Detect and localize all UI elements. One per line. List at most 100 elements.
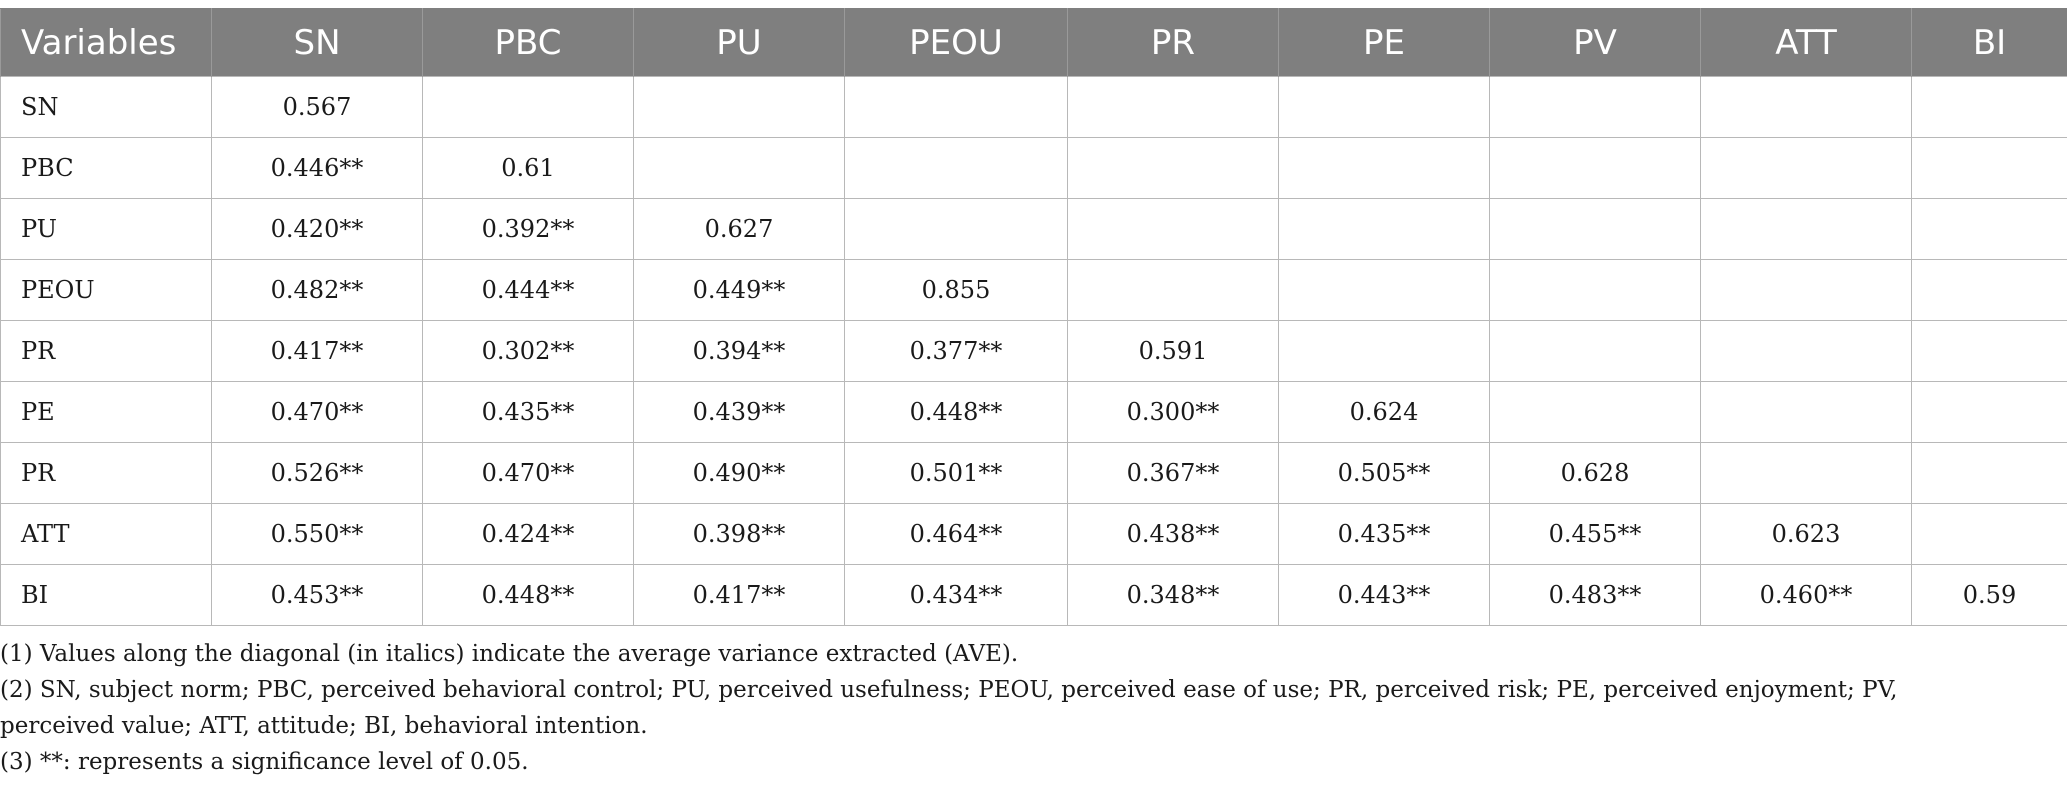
table-cell: [1911, 137, 2067, 199]
row-label: PR: [0, 442, 212, 504]
table-row: PEOU 0.482** 0.444** 0.449** 0.855: [0, 259, 2067, 321]
table-cell: 0.505**: [1278, 442, 1490, 504]
table-row: ATT 0.550** 0.424** 0.398** 0.464** 0.438** 0.…: [0, 503, 2067, 565]
table-cell: 0.501**: [844, 442, 1068, 504]
table-cell: 0.443**: [1278, 564, 1490, 626]
table-cell: 0.439**: [633, 381, 845, 443]
row-label: ATT: [0, 503, 212, 565]
table-cell: 0.470**: [422, 442, 634, 504]
table-cell: 0.377**: [844, 320, 1068, 382]
table-row: PU 0.420** 0.392** 0.627: [0, 198, 2067, 260]
table-cell: 0.628: [1489, 442, 1701, 504]
table-cell: 0.394**: [633, 320, 845, 382]
table-cell: [1911, 381, 2067, 443]
column-header: PV: [1489, 8, 1701, 77]
row-label: PU: [0, 198, 212, 260]
table-cell: [1700, 137, 1912, 199]
table-cell: 0.460**: [1700, 564, 1912, 626]
table-cell: 0.482**: [211, 259, 423, 321]
table-cell: 0.448**: [844, 381, 1068, 443]
column-header: PBC: [422, 8, 634, 77]
table-cell: [1700, 198, 1912, 260]
table-row: PE 0.470** 0.435** 0.439** 0.448** 0.300** 0.6…: [0, 381, 2067, 443]
row-label: PBC: [0, 137, 212, 199]
table-cell: 0.470**: [211, 381, 423, 443]
table-cell: 0.424**: [422, 503, 634, 565]
table-cell: 0.453**: [211, 564, 423, 626]
table-cell: [1911, 76, 2067, 138]
table-cell: 0.435**: [1278, 503, 1490, 565]
correlation-table: Variables SN PBC PU PEOU PR PE PV ATT BI SN 0.567 P…: [0, 8, 2067, 626]
footnote-3: (3) **: represents a significance level …: [0, 749, 529, 775]
table-cell: 0.567: [211, 76, 423, 138]
table-cell: [1700, 442, 1912, 504]
table-cell: 0.464**: [844, 503, 1068, 565]
row-label: SN: [0, 76, 212, 138]
table-cell: 0.61: [422, 137, 634, 199]
table-cell: 0.348**: [1067, 564, 1279, 626]
table-cell: 0.420**: [211, 198, 423, 260]
table-cell: 0.434**: [844, 564, 1068, 626]
correlation-table-figure: Variables SN PBC PU PEOU PR PE PV ATT BI SN 0.567 P…: [0, 8, 2067, 780]
table-cell: 0.855: [844, 259, 1068, 321]
table-cell: 0.623: [1700, 503, 1912, 565]
table-row: SN 0.567: [0, 76, 2067, 138]
footnote-2: (2) SN, subject norm; PBC, perceived beh…: [0, 677, 1898, 739]
table-cell: [1911, 320, 2067, 382]
table-cell: 0.367**: [1067, 442, 1279, 504]
table-cell: [1489, 76, 1701, 138]
table-cell: 0.59: [1911, 564, 2067, 626]
table-cell: 0.490**: [633, 442, 845, 504]
column-header: ATT: [1700, 8, 1912, 77]
column-header: SN: [211, 8, 423, 77]
column-header: PEOU: [844, 8, 1068, 77]
table-cell: 0.550**: [211, 503, 423, 565]
table-cell: 0.591: [1067, 320, 1279, 382]
column-header: Variables: [0, 8, 212, 77]
table-cell: [1489, 381, 1701, 443]
table-cell: 0.417**: [633, 564, 845, 626]
table-row: PR 0.417** 0.302** 0.394** 0.377** 0.591: [0, 320, 2067, 382]
table-cell: 0.624: [1278, 381, 1490, 443]
table-cell: [422, 76, 634, 138]
table-cell: 0.446**: [211, 137, 423, 199]
footnote-1: (1) Values along the diagonal (in italic…: [0, 641, 1019, 667]
table-cell: [844, 137, 1068, 199]
table-cell: [1489, 137, 1701, 199]
table-cell: 0.526**: [211, 442, 423, 504]
table-cell: 0.627: [633, 198, 845, 260]
table-cell: 0.392**: [422, 198, 634, 260]
table-header-row: Variables SN PBC PU PEOU PR PE PV ATT BI: [0, 8, 2067, 77]
table-cell: [633, 137, 845, 199]
table-cell: [633, 76, 845, 138]
table-cell: [1911, 198, 2067, 260]
column-header: PU: [633, 8, 845, 77]
table-cell: [1489, 320, 1701, 382]
table-cell: [1489, 259, 1701, 321]
table-cell: [1700, 259, 1912, 321]
table-cell: [1278, 198, 1490, 260]
table-row: BI 0.453** 0.448** 0.417** 0.434** 0.348** 0.4…: [0, 564, 2067, 626]
table-row: PR 0.526** 0.470** 0.490** 0.501** 0.367** 0.5…: [0, 442, 2067, 504]
table-cell: [1911, 442, 2067, 504]
table-cell: 0.444**: [422, 259, 634, 321]
table-cell: [1067, 76, 1279, 138]
row-label: PE: [0, 381, 212, 443]
table-cell: [1278, 320, 1490, 382]
table-cell: 0.438**: [1067, 503, 1279, 565]
column-header: BI: [1911, 8, 2067, 77]
table-cell: [1911, 503, 2067, 565]
table-cell: 0.449**: [633, 259, 845, 321]
table-cell: [844, 198, 1068, 260]
table-cell: [1278, 259, 1490, 321]
table-cell: [1489, 198, 1701, 260]
table-cell: 0.398**: [633, 503, 845, 565]
table-cell: [1067, 198, 1279, 260]
table-cell: [1067, 259, 1279, 321]
table-cell: [1067, 137, 1279, 199]
row-label: PR: [0, 320, 212, 382]
table-cell: 0.455**: [1489, 503, 1701, 565]
table-cell: 0.435**: [422, 381, 634, 443]
table-cell: [1278, 137, 1490, 199]
table-cell: [1911, 259, 2067, 321]
